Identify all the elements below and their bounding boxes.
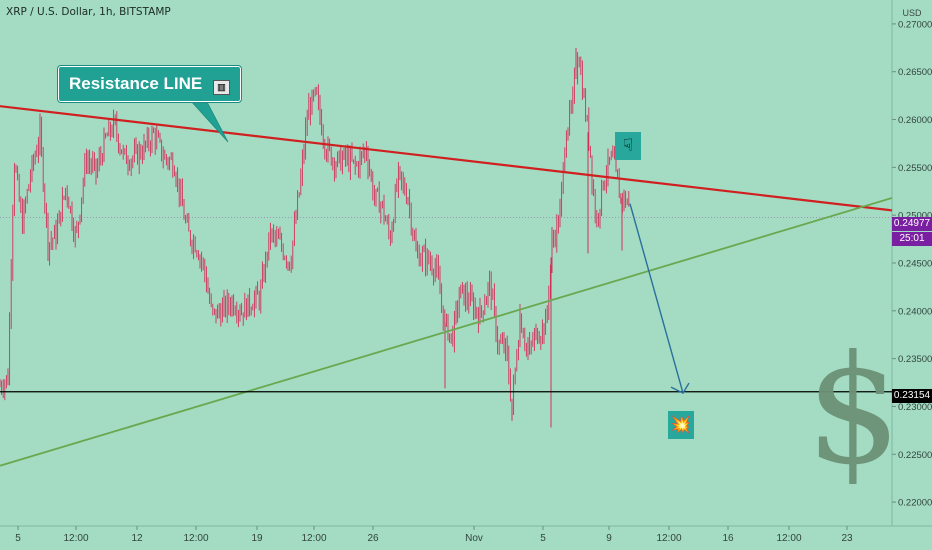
x-tick-label: 5: [540, 533, 546, 544]
x-tick-label: 5: [15, 533, 21, 544]
projection-arrow-head: [670, 382, 690, 394]
y-tick-label: 0.23500: [898, 354, 932, 365]
y-tick-label: 0.25500: [898, 163, 932, 174]
resistance-line: [0, 105, 893, 212]
y-tick-label: 0.26500: [898, 67, 932, 78]
x-tick-label: 12:00: [776, 533, 801, 544]
candles-group: [0, 52, 630, 415]
y-tick-label: 0.22000: [898, 498, 932, 509]
x-tick-label: 12:00: [301, 533, 326, 544]
projection-arrow: [629, 203, 684, 394]
symbol-title: XRP / U.S. Dollar, 1h, BITSTAMP: [6, 6, 171, 18]
x-tick-label: 19: [251, 533, 263, 544]
explosion-icon: 💥: [668, 411, 694, 439]
x-tick-label: 9: [606, 533, 612, 544]
x-tick-label: 12:00: [656, 533, 681, 544]
x-tick-label: Nov: [465, 533, 483, 544]
y-tick-label: 0.24000: [898, 306, 932, 317]
x-tick-label: 12: [131, 533, 143, 544]
last-price-tag: 0.24977: [892, 217, 932, 231]
countdown-tag: 25:01: [892, 232, 932, 246]
y-tick-label: 0.24500: [898, 259, 932, 270]
level-price-tag: 0.23154: [892, 389, 932, 403]
y-tick-label: 0.27000: [898, 19, 932, 30]
y-tick-label: 0.26000: [898, 115, 932, 126]
y-tick-label: 0.23000: [898, 402, 932, 413]
x-tick-label: 16: [722, 533, 734, 544]
y-tick-label: 0.22500: [898, 450, 932, 461]
pointing-down-icon: ☟: [615, 132, 641, 160]
x-tick-label: 12:00: [183, 533, 208, 544]
dollar-sign-icon: $: [806, 324, 902, 498]
resistance-callout-label: Resistance LINE: [69, 74, 203, 93]
small-chart-icon: ▥: [212, 80, 230, 95]
x-tick-label: 12:00: [63, 533, 88, 544]
currency-label: USD: [902, 8, 922, 18]
x-tick-label: 26: [367, 533, 379, 544]
x-tick-label: 23: [841, 533, 853, 544]
resistance-callout[interactable]: Resistance LINE ▥: [58, 66, 241, 102]
support-line: [0, 197, 893, 467]
